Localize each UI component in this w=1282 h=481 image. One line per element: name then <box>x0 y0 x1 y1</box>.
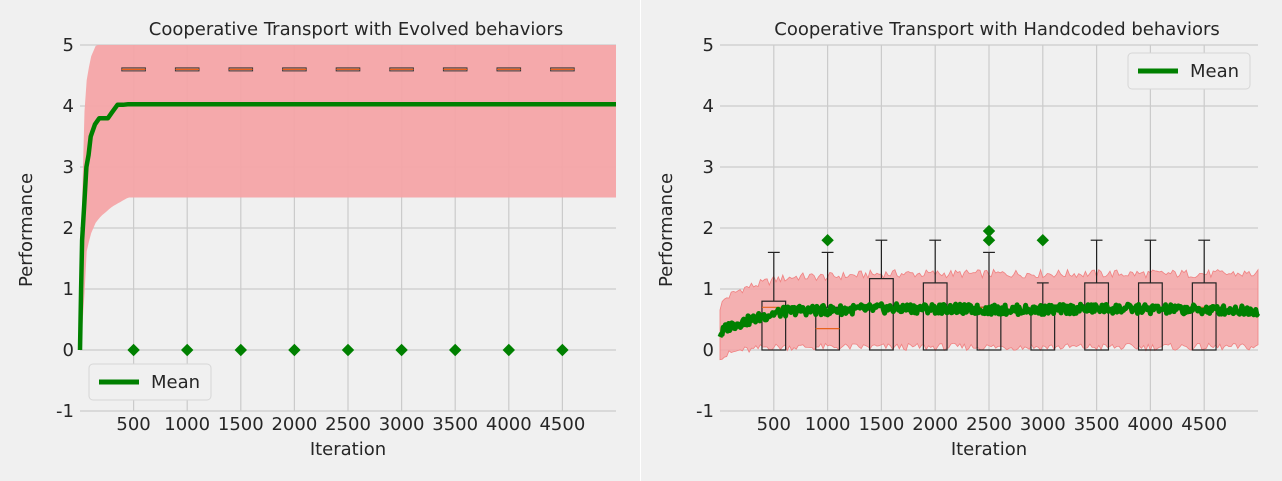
outlier-point <box>180 343 194 357</box>
x-axis-label: Iteration <box>310 439 386 460</box>
x-tick-label: 2500 <box>325 414 371 435</box>
x-tick-label: 1000 <box>164 414 210 435</box>
x-tick-label: 4500 <box>539 414 585 435</box>
y-tick-label: -1 <box>696 401 714 422</box>
y-tick-label: 0 <box>63 340 74 361</box>
legend-label: Mean <box>1190 61 1239 82</box>
box-rect <box>761 300 787 351</box>
outlier-point <box>982 233 996 247</box>
panel-divider <box>640 0 641 481</box>
x-tick-label: 1000 <box>805 414 851 435</box>
boxplot-1500 <box>228 67 254 72</box>
x-tick-label: 500 <box>757 414 791 435</box>
std-band <box>80 45 616 350</box>
y-tick-label: 3 <box>63 157 74 178</box>
boxplot-3500 <box>442 67 468 72</box>
boxplot-3000 <box>389 67 414 72</box>
boxplot-4500 <box>550 67 575 72</box>
x-tick-label: 1500 <box>858 414 904 435</box>
y-tick-label: 4 <box>703 96 714 117</box>
x-axis-label: Iteration <box>951 439 1027 460</box>
boxplot-2000 <box>282 67 307 72</box>
y-tick-label: 5 <box>63 35 74 56</box>
x-tick-label: 4000 <box>1127 414 1173 435</box>
y-tick-label: -1 <box>56 401 74 422</box>
y-tick-label: 0 <box>703 340 714 361</box>
outlier-point <box>982 224 996 238</box>
x-tick-label: 3500 <box>432 414 478 435</box>
outlier-point <box>556 343 569 357</box>
boxplot-4000 <box>496 67 522 72</box>
y-tick-label: 2 <box>63 218 74 239</box>
boxplot-500 <box>121 67 146 72</box>
chart-title: Cooperative Transport with Evolved behav… <box>149 19 563 40</box>
y-tick-label: 5 <box>703 35 714 56</box>
outlier-point <box>288 343 301 357</box>
x-tick-label: 3000 <box>379 414 425 435</box>
mean-line <box>77 101 616 351</box>
outlier-point <box>502 343 516 357</box>
x-tick-label: 2500 <box>966 414 1012 435</box>
legend: Mean <box>1127 52 1251 90</box>
outlier-point <box>821 233 834 247</box>
box-rect <box>1137 282 1163 351</box>
y-tick-label: 1 <box>63 279 74 300</box>
x-tick-label: 4000 <box>486 414 532 435</box>
legend: Mean <box>88 363 212 401</box>
y-axis-label: Performance <box>16 173 37 287</box>
x-tick-label: 3500 <box>1074 414 1120 435</box>
box-rect <box>868 278 894 351</box>
x-tick-label: 3000 <box>1020 414 1066 435</box>
y-axis-label: Performance <box>656 173 677 287</box>
y-tick-label: 1 <box>703 279 714 300</box>
legend-box <box>1127 52 1251 90</box>
legend-label: Mean <box>151 372 200 393</box>
y-tick-label: 2 <box>703 218 714 239</box>
x-tick-label: 500 <box>116 414 150 435</box>
x-tick-label: 2000 <box>271 414 317 435</box>
mean-line <box>717 301 1261 338</box>
x-tick-label: 1500 <box>218 414 264 435</box>
boxplot-2500 <box>335 67 361 72</box>
box-rect <box>1084 282 1110 351</box>
outlier-point <box>234 343 248 357</box>
chart-panel-1: -1 0 1 2 3 4 5 500 1000 1500 2000 2500 3000 3500 4000 4… <box>16 19 616 460</box>
chart-title: Cooperative Transport with Handcoded beh… <box>774 19 1219 40</box>
outlier-point <box>395 343 408 357</box>
outlier-point <box>341 343 355 357</box>
outlier-point <box>127 343 140 357</box>
x-tick-label: 2000 <box>912 414 958 435</box>
y-tick-label: 4 <box>63 96 74 117</box>
box-rect <box>922 282 948 351</box>
chart-panel-2: -1 0 1 2 3 4 5 500 1000 1500 2000 2500 3000 3500 4000 4… <box>656 19 1261 460</box>
legend-box <box>88 363 212 401</box>
y-tick-label: 3 <box>703 157 714 178</box>
outlier-point <box>1036 233 1050 247</box>
box-rect <box>1191 282 1217 351</box>
boxplot-1000 <box>815 251 841 351</box>
x-tick-label: 4500 <box>1181 414 1227 435</box>
boxplot-1000 <box>174 67 200 72</box>
boxplot-500 <box>761 251 787 351</box>
outlier-point <box>448 343 462 357</box>
